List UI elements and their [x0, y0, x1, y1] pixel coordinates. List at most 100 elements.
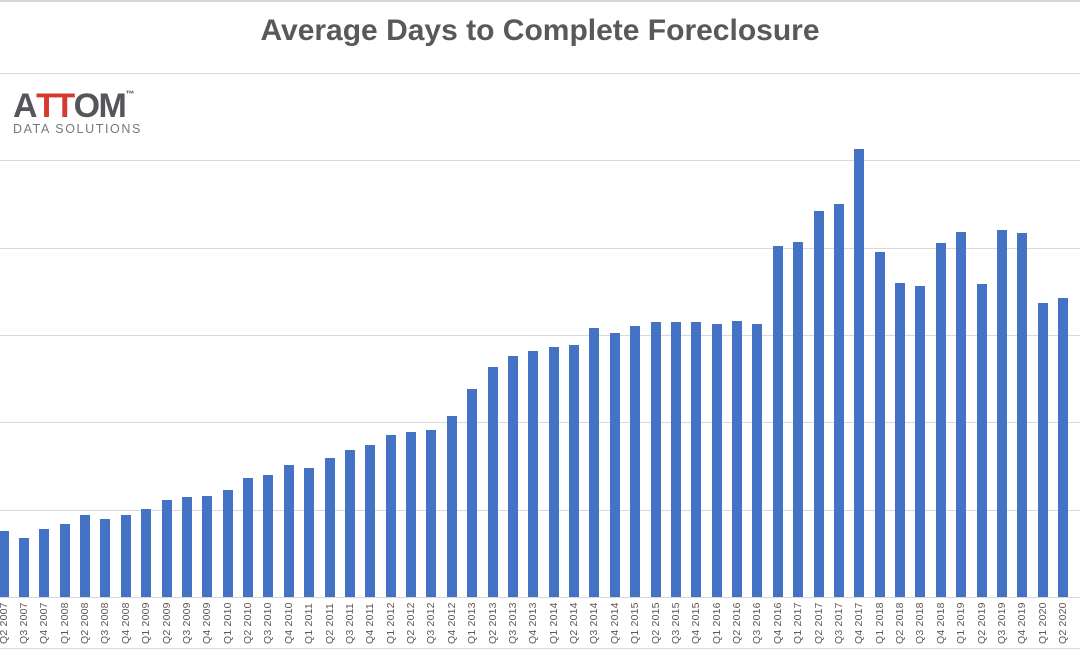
x-tick-label: Q4 2017 — [853, 602, 866, 644]
bar-q3-2019 — [996, 229, 1007, 597]
x-tick-label: Q4 2013 — [527, 602, 540, 644]
x-tick-label: Q4 2014 — [608, 602, 621, 644]
bar-q2-2010 — [243, 477, 254, 597]
x-tick-label: Q4 2012 — [445, 602, 458, 644]
x-tick-label: Q3 2010 — [262, 602, 275, 644]
x-tick-label: Q2 2007 — [0, 602, 10, 644]
bar-q3-2009 — [181, 496, 192, 597]
bar-q1-2013 — [467, 388, 478, 597]
x-tick-label: Q4 2016 — [771, 602, 784, 644]
bar-q4-2011 — [365, 445, 376, 597]
bar-q2-2009 — [161, 500, 172, 597]
bar-q4-2013 — [528, 350, 539, 597]
x-tick-label: Q1 2011 — [303, 603, 316, 644]
x-tick-label: Q3 2013 — [506, 602, 519, 644]
bar-q2-2015 — [650, 322, 661, 597]
x-tick-label: Q4 2015 — [690, 602, 703, 644]
x-tick-label: Q2 2014 — [568, 602, 581, 644]
x-tick-label: Q1 2018 — [873, 602, 886, 644]
x-tick-label: Q1 2013 — [466, 602, 479, 644]
bar-q4-2018 — [935, 242, 946, 597]
x-tick-label: Q3 2016 — [751, 602, 764, 644]
logo-subtitle: DATA SOLUTIONS — [13, 122, 142, 136]
x-tick-label: Q2 2011 — [323, 603, 336, 644]
bar-q1-2008 — [59, 523, 70, 597]
x-tick-label: Q4 2011 — [364, 603, 377, 644]
bar-q4-2008 — [120, 514, 131, 597]
x-tick-label: Q3 2018 — [914, 602, 927, 644]
x-tick-label: Q2 2020 — [1057, 602, 1070, 644]
bar-q2-2013 — [487, 367, 498, 597]
bar-q2-2018 — [895, 282, 906, 597]
x-tick-label: Q4 2007 — [38, 602, 51, 644]
trademark-symbol: ™ — [125, 89, 135, 99]
bar-q4-2015 — [691, 322, 702, 597]
bar-q2-2019 — [976, 284, 987, 597]
bar-q1-2010 — [222, 489, 233, 597]
x-tick-label: Q1 2019 — [955, 602, 968, 644]
bar-q3-2016 — [752, 324, 763, 597]
bar-q1-2011 — [304, 468, 315, 597]
x-tick-label: Q3 2007 — [17, 602, 30, 644]
x-tick-label: Q2 2015 — [649, 602, 662, 644]
bottom-border-line — [0, 648, 1080, 649]
bar-q2-2014 — [569, 345, 580, 597]
bar-q2-2007 — [0, 531, 9, 597]
bar-q3-2012 — [426, 430, 437, 597]
bar-q3-2017 — [833, 204, 844, 597]
bar-q3-2015 — [670, 321, 681, 597]
x-tick-label: Q2 2018 — [894, 602, 907, 644]
bar-q1-2016 — [711, 324, 722, 597]
bar-q4-2016 — [772, 246, 783, 597]
attom-logo: ATTOM™ DATA SOLUTIONS — [13, 78, 142, 136]
gridline — [0, 73, 1080, 74]
gridline — [0, 160, 1080, 162]
x-tick-label: Q2 2016 — [731, 602, 744, 644]
x-tick-label: Q4 2008 — [119, 602, 132, 644]
x-tick-label: Q3 2012 — [425, 602, 438, 644]
bar-q1-2017 — [793, 241, 804, 597]
top-border-line — [0, 0, 1080, 2]
x-tick-label: Q1 2014 — [547, 602, 560, 644]
logo-letters-tt: TT — [36, 87, 75, 125]
x-tick-label: Q1 2008 — [58, 602, 71, 644]
chart-title: Average Days to Complete Foreclosure — [260, 14, 820, 47]
bar-q3-2007 — [18, 537, 29, 597]
x-tick-label: Q2 2017 — [812, 602, 825, 644]
logo-letters-om: OM — [73, 87, 127, 125]
bar-q3-2018 — [915, 285, 926, 597]
x-tick-label: Q3 2017 — [832, 602, 845, 644]
gridline — [0, 247, 1080, 249]
x-tick-label: Q1 2012 — [384, 602, 397, 644]
x-tick-label: Q2 2008 — [79, 602, 91, 644]
bar-q3-2010 — [263, 474, 274, 597]
bar-q1-2018 — [874, 251, 885, 597]
x-tick-label: Q2 2012 — [405, 602, 418, 644]
x-tick-label: Q1 2016 — [710, 602, 723, 644]
bar-q4-2019 — [1017, 232, 1028, 597]
bar-q1-2009 — [141, 508, 152, 597]
bar-q1-2014 — [548, 347, 559, 597]
bar-q1-2015 — [630, 326, 641, 597]
x-tick-label: Q3 2011 — [343, 603, 356, 644]
x-tick-label: Q4 2019 — [1016, 602, 1029, 644]
logo-letter-a: A — [13, 87, 38, 125]
bar-q4-2010 — [283, 464, 294, 597]
x-tick-label: Q2 2019 — [975, 602, 988, 644]
x-tick-label: Q3 2008 — [99, 602, 112, 644]
bar-q1-2019 — [956, 232, 967, 597]
bar-q4-2009 — [202, 495, 213, 597]
x-tick-label: Q3 2019 — [995, 602, 1008, 644]
x-tick-label: Q2 2013 — [486, 602, 499, 644]
x-tick-label: Q1 2009 — [140, 602, 153, 644]
bar-q3-2014 — [589, 328, 600, 597]
x-tick-label: Q1 2020 — [1036, 602, 1049, 644]
x-tick-label: Q1 2015 — [629, 602, 642, 644]
x-axis-line — [0, 597, 1080, 598]
bar-q2-2016 — [732, 321, 743, 597]
bar-q2-2011 — [324, 458, 335, 597]
gridline — [0, 509, 1080, 511]
bar-q1-2012 — [385, 435, 396, 597]
bar-q2-2020 — [1058, 297, 1069, 597]
